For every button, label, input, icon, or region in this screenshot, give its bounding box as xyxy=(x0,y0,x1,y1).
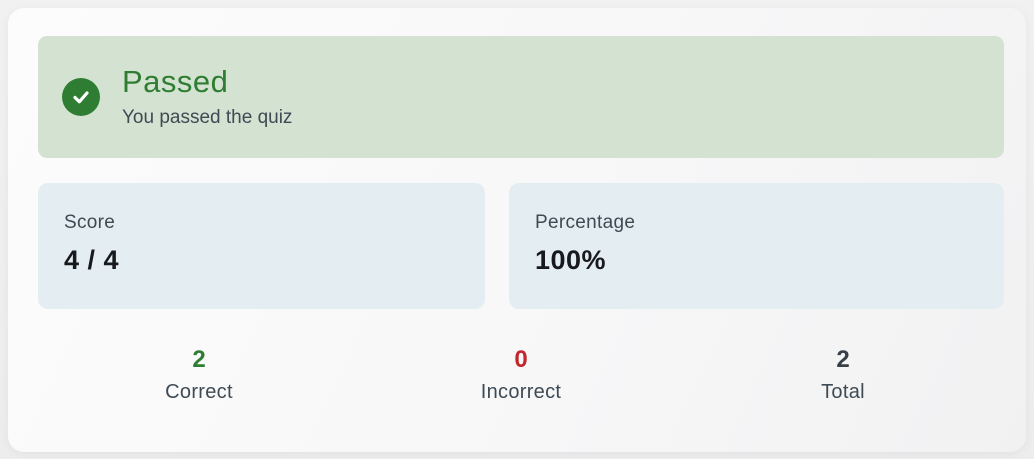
stat-correct-label: Correct xyxy=(165,381,233,403)
stat-total-value: 2 xyxy=(836,346,850,373)
stat-incorrect-value: 0 xyxy=(514,346,528,373)
stat-correct-value: 2 xyxy=(192,346,206,373)
percentage-value: 100% xyxy=(535,245,607,275)
status-subtitle: You passed the quiz xyxy=(122,107,293,128)
stat-incorrect: 0 Incorrect xyxy=(360,347,682,404)
score-value: 4 / 4 xyxy=(64,245,120,275)
stats-row: 2 Correct 0 Incorrect 2 Total xyxy=(38,347,1004,404)
stat-total: 2 Total xyxy=(682,347,1004,404)
stat-total-label: Total xyxy=(821,381,865,403)
score-label: Score xyxy=(64,212,116,233)
status-banner: Passed You passed the quiz xyxy=(38,36,1004,158)
summary-cards-row: Score 4 / 4 Percentage 100% xyxy=(38,183,1004,309)
quiz-results-card: Passed You passed the quiz Score 4 / 4 P… xyxy=(8,8,1026,452)
status-title: Passed xyxy=(122,64,229,99)
stat-correct: 2 Correct xyxy=(38,347,360,404)
percentage-label: Percentage xyxy=(535,212,636,233)
percentage-card: Percentage 100% xyxy=(509,183,1004,309)
status-text: Passed You passed the quiz xyxy=(122,64,292,130)
stat-incorrect-label: Incorrect xyxy=(480,381,562,403)
score-card: Score 4 / 4 xyxy=(38,183,485,309)
check-circle-icon xyxy=(62,78,100,116)
